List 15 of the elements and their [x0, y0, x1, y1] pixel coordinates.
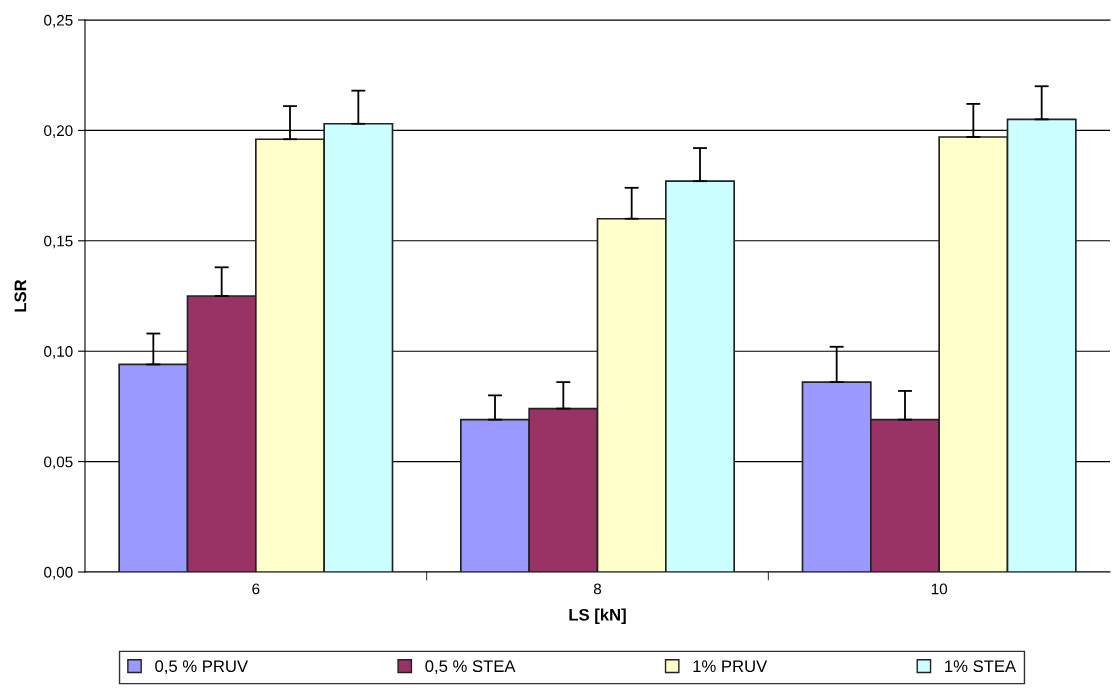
legend-label: 0,5 % PRUV [155, 660, 249, 675]
legend-label: 0,5 % STEA [425, 660, 516, 675]
x-tick-label: 10 [931, 583, 948, 595]
x-tick-label: 6 [252, 583, 260, 595]
y-tick-label: 0,15 [44, 235, 73, 249]
legend-label: 1% PRUV [693, 660, 768, 673]
x-tick-label: 8 [593, 583, 602, 595]
y-tick-label: 0,05 [44, 456, 73, 470]
y-tick-label: 0,10 [44, 346, 73, 359]
x-axis-title: LS [kN] [569, 608, 626, 624]
y-tick-label: 0,25 [44, 14, 73, 28]
y-axis-title: LSR [14, 279, 27, 312]
y-tick-label: 0,00 [44, 566, 73, 580]
legend-label: 1% STEA [945, 660, 1017, 673]
y-tick-label: 0,20 [44, 125, 73, 138]
